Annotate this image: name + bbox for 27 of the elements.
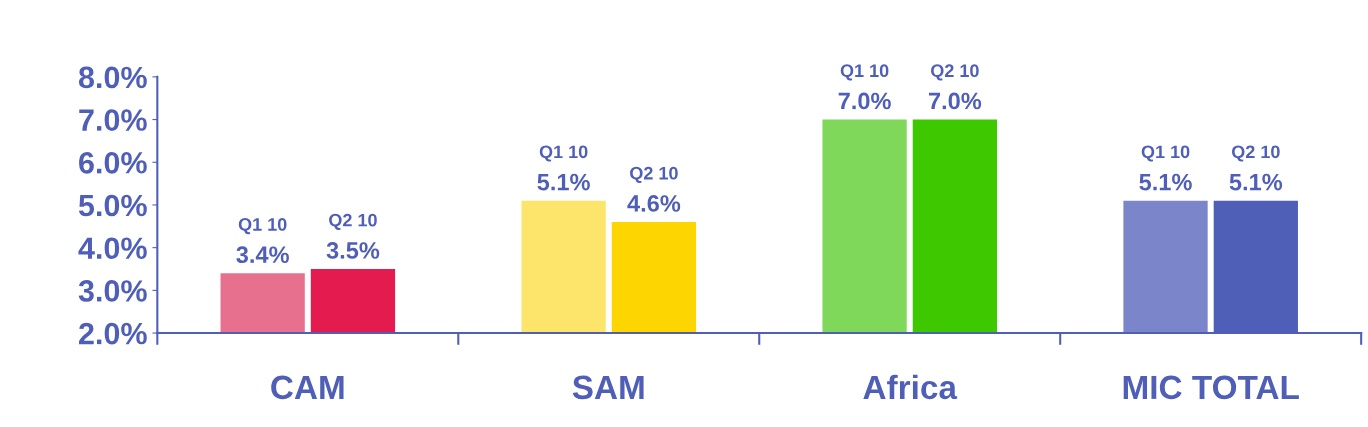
text: Q2 10 <box>630 166 678 183</box>
y-tick-label: 3.0% <box>78 280 147 302</box>
data-label: 7.0% <box>928 92 982 110</box>
y-tick-label: 2.0% <box>79 322 147 345</box>
x-tick-label: CAM <box>271 375 344 400</box>
data-label: 4.6% <box>627 195 681 212</box>
data-label: 3.4% <box>236 246 289 264</box>
x-tick-label: Africa <box>863 374 958 400</box>
text: Q1 10 <box>238 218 287 235</box>
text: Q2 10 <box>1231 145 1280 162</box>
data-label: 5.1% <box>1229 173 1283 191</box>
data-label: 3.5% <box>326 242 380 259</box>
y-tick-label: 6.0% <box>79 152 147 174</box>
text: Q1 10 <box>539 145 588 162</box>
text: Q1 10 <box>840 64 889 81</box>
y-tick-label: 4.0% <box>78 237 147 260</box>
text: Q2 10 <box>931 64 979 81</box>
text: Q1 10 <box>1141 145 1190 162</box>
y-tick-label: 5.0% <box>78 194 147 217</box>
data-label: 5.1% <box>1139 173 1192 191</box>
x-tick-label: MIC TOTAL <box>1123 375 1299 400</box>
data-label: 5.1% <box>537 173 590 191</box>
x-tick-label: SAM <box>572 375 644 400</box>
y-tick-label: 8.0% <box>78 66 147 89</box>
text: Q2 10 <box>329 213 377 230</box>
y-tick-label: 7.0% <box>79 109 147 131</box>
data-label: 7.0% <box>838 92 891 110</box>
